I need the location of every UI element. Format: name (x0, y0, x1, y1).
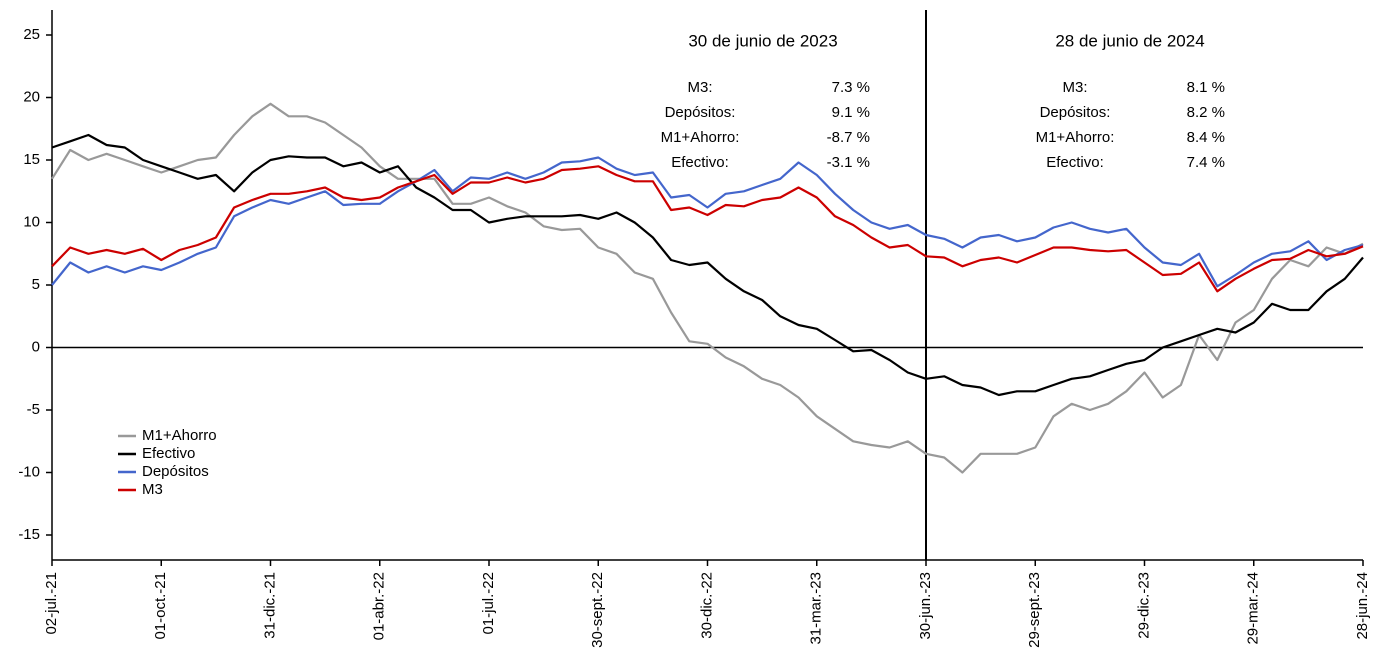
annotation-label: Efectivo: (1046, 154, 1104, 171)
y-tick-label: -15 (18, 526, 40, 543)
legend-label: Efectivo (142, 445, 195, 462)
annotation-title: 30 de junio de 2023 (688, 31, 837, 50)
annotation-value: 7.4 % (1187, 154, 1225, 171)
x-tick-label: 01-oct.-21 (152, 572, 169, 640)
x-tick-label: 29-dic.-23 (1135, 572, 1152, 639)
x-tick-label: 30-sept.-22 (589, 572, 606, 648)
annotation-label: Efectivo: (671, 154, 729, 171)
x-tick-label: 31-mar.-23 (808, 572, 825, 645)
annotation-label: M3: (1062, 79, 1087, 96)
x-tick-label: 29-sept.-23 (1026, 572, 1043, 648)
x-tick-label: 29-mar.-24 (1245, 572, 1262, 645)
series-line (51, 133, 1364, 397)
x-tick-label: 28-jun.-24 (1354, 572, 1371, 640)
annotation-label: M1+Ahorro: (661, 129, 740, 146)
annotation-title: 28 de junio de 2024 (1055, 31, 1204, 50)
legend-label: Depósitos (142, 463, 209, 480)
legend-label: M3 (142, 481, 163, 498)
annotation-label: Depósitos: (665, 104, 736, 121)
y-tick-label: 20 (23, 88, 40, 105)
y-tick-label: 5 (32, 276, 40, 293)
annotation-value: 9.1 % (832, 104, 870, 121)
x-tick-label: 30-jun.-23 (917, 572, 934, 640)
annotation-value: 8.2 % (1187, 104, 1225, 121)
annotation-label: M3: (687, 79, 712, 96)
y-tick-label: 0 (32, 338, 40, 355)
y-tick-label: -5 (27, 401, 40, 418)
annotation-value: 8.4 % (1187, 129, 1225, 146)
y-tick-label: -10 (18, 463, 40, 480)
annotation-value: 7.3 % (832, 79, 870, 96)
annotation-value: 8.1 % (1187, 79, 1225, 96)
annotation-value: -8.7 % (827, 129, 870, 146)
y-tick-label: 15 (23, 151, 40, 168)
x-tick-label: 31-dic.-21 (261, 572, 278, 639)
y-tick-label: 10 (23, 213, 40, 230)
x-tick-label: 01-jul.-22 (480, 572, 497, 635)
series-line (51, 102, 1364, 474)
series-line (51, 165, 1364, 293)
x-tick-label: 02-jul.-21 (43, 572, 60, 635)
x-tick-label: 01-abr.-22 (371, 572, 388, 640)
annotation-value: -3.1 % (827, 154, 870, 171)
y-tick-label: 25 (23, 26, 40, 43)
x-tick-label: 30-dic.-22 (698, 572, 715, 639)
annotation-label: M1+Ahorro: (1036, 129, 1115, 146)
legend-label: M1+Ahorro (142, 427, 217, 444)
series-line (51, 156, 1364, 288)
annotation-label: Depósitos: (1040, 104, 1111, 121)
